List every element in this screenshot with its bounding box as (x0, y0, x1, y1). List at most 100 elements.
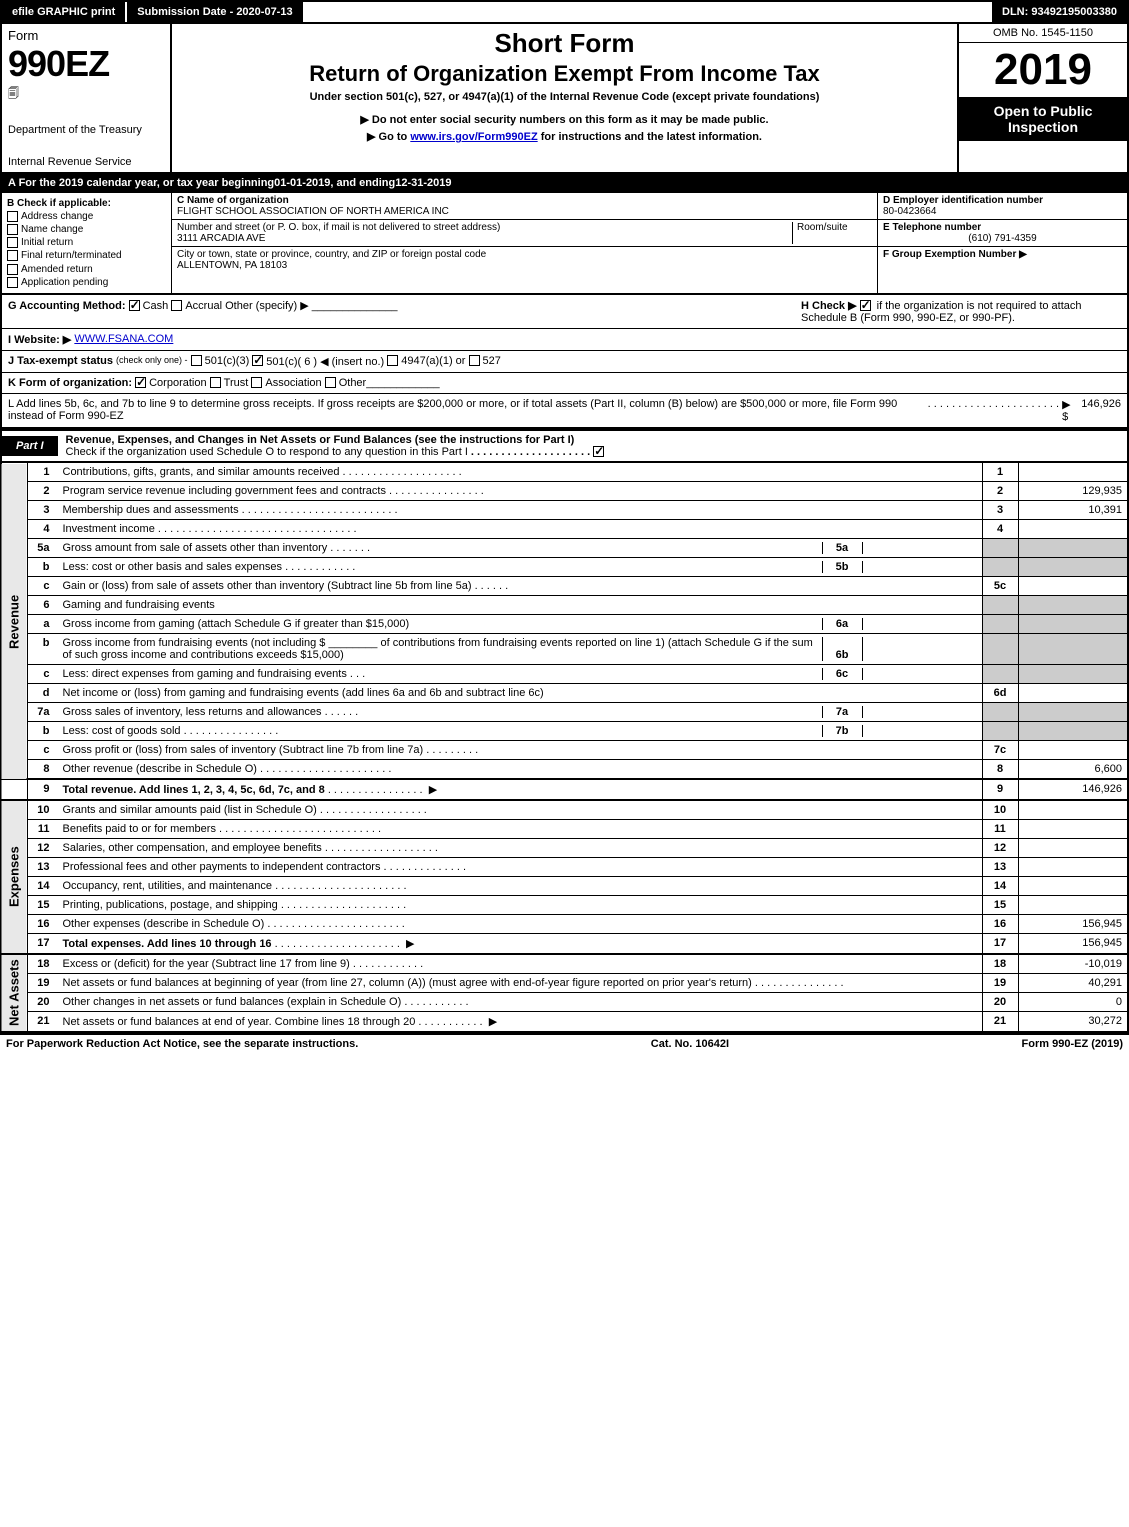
section-j-hint: (check only one) - (116, 355, 188, 368)
check-cash[interactable] (129, 300, 140, 311)
side-blank (1, 779, 28, 800)
line-desc: Total revenue. Add lines 1, 2, 3, 4, 5c,… (63, 784, 325, 796)
section-j: J Tax-exempt status (check only one) - 5… (0, 351, 1129, 373)
dept-treasury: Department of the Treasury (8, 124, 164, 136)
line-desc: Professional fees and other payments to … (63, 861, 381, 873)
shade (1018, 721, 1128, 740)
line-num: 9 (28, 779, 58, 800)
line-desc: Other expenses (describe in Schedule O) (63, 918, 265, 930)
ein-label: D Employer identification number (883, 195, 1122, 206)
side-net-assets: Net Assets (1, 954, 28, 1032)
shade (1018, 664, 1128, 683)
line-desc: Gross income from gaming (attach Schedul… (63, 618, 410, 630)
line-num: 21 (28, 1011, 58, 1032)
line-rv: 156,945 (1018, 914, 1128, 933)
check-initial-return[interactable] (7, 237, 18, 248)
part1-check-text: Check if the organization used Schedule … (66, 446, 468, 458)
check-accrual[interactable] (171, 300, 182, 311)
line-rv: 156,945 (1018, 933, 1128, 954)
shade (982, 633, 1018, 664)
check-assoc[interactable] (251, 377, 262, 388)
check-other-org[interactable] (325, 377, 336, 388)
line-num: 20 (28, 992, 58, 1011)
label-501c: 501(c)( 6 ) ◀ (insert no.) (266, 355, 384, 368)
part1-tab: Part I (2, 436, 58, 456)
section-l-arrow: ▶ $ (1062, 398, 1078, 423)
line-rv (1018, 683, 1128, 702)
line-num: 11 (28, 819, 58, 838)
check-address-change[interactable] (7, 211, 18, 222)
shade (1018, 557, 1128, 576)
line-desc: Salaries, other compensation, and employ… (63, 842, 322, 854)
line-rn: 10 (982, 800, 1018, 820)
line-num: 18 (28, 954, 58, 974)
form-header: Form 990EZ 🗐 Department of the Treasury … (0, 24, 1129, 174)
section-k-label: K Form of organization: (8, 377, 132, 389)
irs-link[interactable]: www.irs.gov/Form990EZ (410, 131, 537, 143)
line-rn: 1 (982, 463, 1018, 482)
line-rv (1018, 519, 1128, 538)
part1-table: Revenue 1 Contributions, gifts, grants, … (0, 463, 1129, 1033)
check-trust[interactable] (210, 377, 221, 388)
subtitle-1: Under section 501(c), 527, or 4947(a)(1)… (180, 91, 949, 103)
irs-icon: 🗐 (8, 85, 164, 104)
section-a-label: A For the 2019 calendar year, or tax yea… (8, 177, 274, 189)
line-mc: 7b (822, 725, 862, 737)
label-501c3: 501(c)(3) (205, 355, 250, 368)
omb-number: OMB No. 1545-1150 (959, 24, 1127, 43)
check-schedule-o[interactable] (593, 446, 604, 457)
check-501c3[interactable] (191, 355, 202, 366)
part1-title: Revenue, Expenses, and Changes in Net As… (66, 434, 575, 446)
shade (982, 557, 1018, 576)
group-exempt-label: F Group Exemption Number ▶ (883, 249, 1027, 260)
city-label: City or town, state or province, country… (177, 249, 872, 260)
check-corp[interactable] (135, 377, 146, 388)
label-other-org: Other (339, 377, 367, 389)
line-num: b (28, 557, 58, 576)
line-desc: Gain or (loss) from sale of assets other… (63, 580, 472, 592)
line-num: 1 (28, 463, 58, 482)
check-527[interactable] (469, 355, 480, 366)
section-bcd: B Check if applicable: Address change Na… (0, 193, 1129, 295)
check-name-change[interactable] (7, 224, 18, 235)
line-desc: Gross profit or (loss) from sales of inv… (63, 744, 424, 756)
check-final-return[interactable] (7, 250, 18, 261)
label-assoc: Association (265, 377, 321, 389)
label-final-return: Final return/terminated (21, 251, 122, 262)
website-link[interactable]: WWW.FSANA.COM (74, 333, 173, 346)
dln: DLN: 93492195003380 (992, 2, 1127, 22)
line-rv (1018, 576, 1128, 595)
line-rv: 0 (1018, 992, 1128, 1011)
line-mc: 6b (822, 637, 862, 661)
label-4947: 4947(a)(1) or (401, 355, 465, 368)
section-i: I Website: ▶ WWW.FSANA.COM (0, 329, 1129, 351)
line-desc: Net income or (loss) from gaming and fun… (63, 687, 544, 699)
org-city: ALLENTOWN, PA 18103 (177, 260, 872, 271)
label-address-change: Address change (21, 211, 93, 222)
line-mc: 6c (822, 668, 862, 680)
line-desc: Net assets or fund balances at end of ye… (63, 1016, 416, 1028)
main-title: Return of Organization Exempt From Incom… (180, 61, 949, 87)
line-rn: 9 (982, 779, 1018, 800)
check-501c[interactable] (252, 355, 263, 366)
subtitle-2: ▶ Do not enter social security numbers o… (180, 113, 949, 126)
org-name: FLIGHT SCHOOL ASSOCIATION OF NORTH AMERI… (177, 206, 872, 217)
efile-print-button[interactable]: efile GRAPHIC print (2, 2, 127, 22)
line-num: 16 (28, 914, 58, 933)
line-rv: 40,291 (1018, 973, 1128, 992)
spacer (303, 2, 992, 22)
tax-year-begin: 01-01-2019 (274, 177, 330, 189)
arrow-icon: ▶ (429, 784, 437, 796)
footer-mid: Cat. No. 10642I (651, 1038, 729, 1050)
shade (982, 614, 1018, 633)
check-4947[interactable] (387, 355, 398, 366)
label-527: 527 (483, 355, 501, 368)
check-amended[interactable] (7, 264, 18, 275)
line-mc: 5b (822, 561, 862, 573)
check-pending[interactable] (7, 277, 18, 288)
check-schedule-b[interactable] (860, 300, 871, 311)
label-accrual: Accrual (185, 300, 222, 312)
shade (982, 538, 1018, 557)
line-mv (862, 706, 982, 718)
line-rv (1018, 819, 1128, 838)
